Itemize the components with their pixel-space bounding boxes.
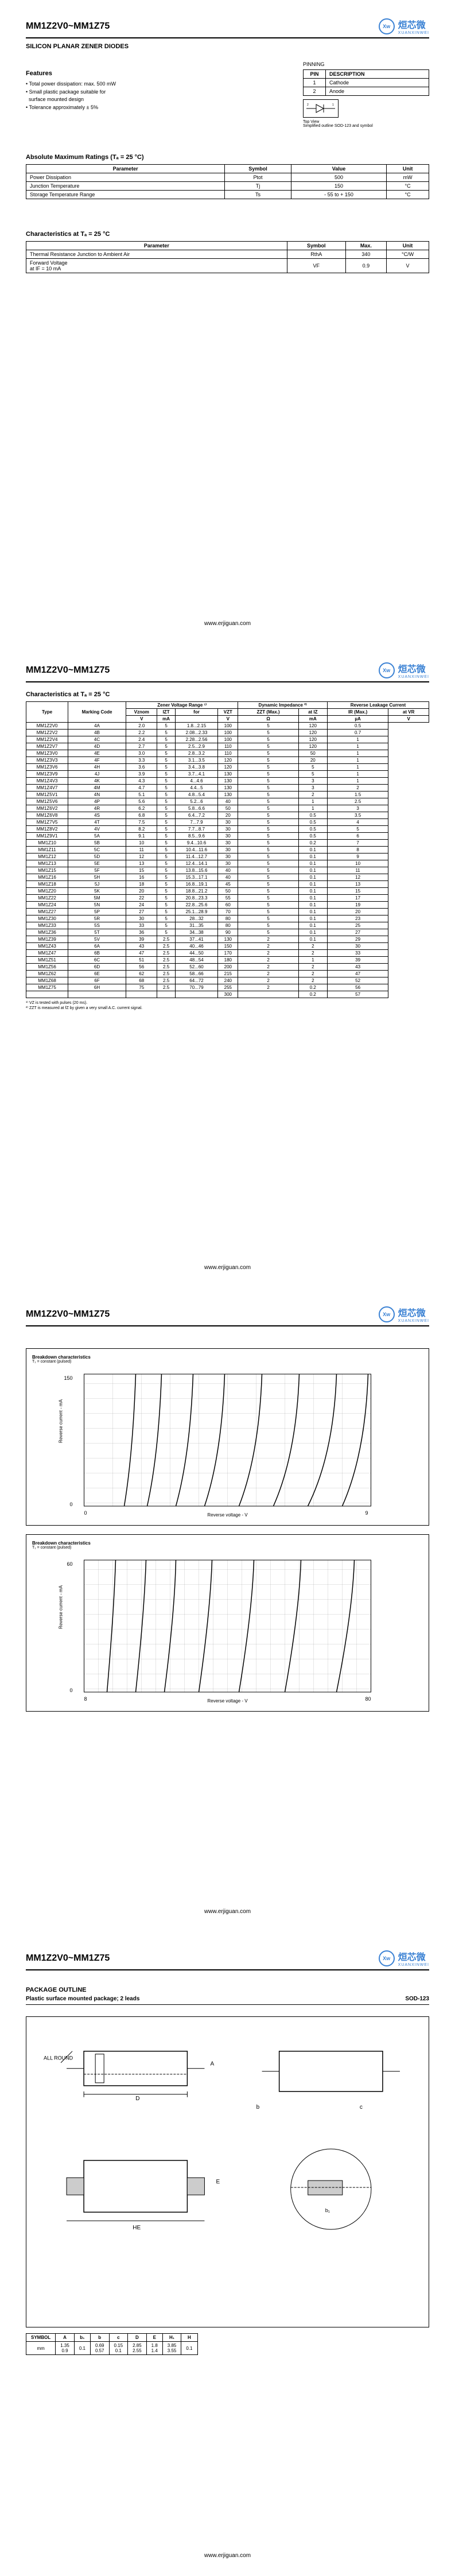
svg-text:Reverse voltage - V: Reverse voltage - V: [207, 1512, 248, 1518]
page-3: MM1Z2V0~MM1Z75 Xw 烜芯微 XUANXINWEI Breakdo…: [0, 1288, 455, 1932]
pkg-desc: Plastic surface mounted package; 2 leads: [26, 1996, 139, 2002]
pinning-table: PIN DESCRIPTION 1 Cathode 2 Anode: [303, 69, 429, 96]
package-outline-icon: ALL ROUND D A b c HE E b₁: [38, 2028, 417, 2315]
part-number: MM1Z2V0~MM1Z75: [26, 21, 110, 32]
svg-text:0: 0: [84, 1510, 87, 1516]
char-table-title: Characteristics at Tₐ = 25 °C: [26, 691, 429, 698]
characteristics-table: TypeMarking CodeZener Voltage Range ¹⁾Dy…: [26, 701, 429, 998]
logo-en: XUANXINWEI: [398, 31, 429, 35]
svg-text:HE: HE: [133, 2225, 141, 2231]
header: MM1Z2V0~MM1Z75 Xw 烜芯微 XUANXINWEI: [26, 661, 429, 682]
features-list: • Total power dissipation: max. 500 mW •…: [26, 80, 116, 111]
pkg-outline-title: PACKAGE OUTLINE: [26, 1987, 429, 1993]
abs-max-title: Absolute Maximum Ratings (Tₐ = 25 °C): [26, 154, 429, 161]
footer: www.erjiguan.com: [0, 620, 455, 627]
svg-text:80: 80: [365, 1696, 371, 1702]
svg-text:9: 9: [365, 1510, 368, 1516]
page-1: MM1Z2V0~MM1Z75 Xw 烜芯微 XUANXINWEI SILICON…: [0, 0, 455, 644]
chart-1: Breakdown characteristics T₁ = constant …: [26, 1348, 429, 1526]
logo-cn: 烜芯微: [398, 17, 429, 31]
char25-table: Parameter Symbol Max. Unit Thermal Resis…: [26, 241, 429, 273]
features-title: Features: [26, 70, 116, 77]
svg-text:150: 150: [64, 1375, 73, 1381]
header: MM1Z2V0~MM1Z75 Xw 烜芯微 XUANXINWEI: [26, 1949, 429, 1970]
svg-text:0: 0: [70, 1687, 73, 1693]
svg-text:0: 0: [70, 1502, 73, 1507]
svg-text:E: E: [216, 2179, 220, 2185]
breakdown-chart-2: 60 0 8 80 Reverse voltage - V Reverse cu…: [32, 1554, 423, 1704]
logo: Xw 烜芯微 XUANXINWEI: [379, 17, 429, 35]
svg-text:Reverse current - mA: Reverse current - mA: [59, 1399, 64, 1443]
page-4: MM1Z2V0~MM1Z75 Xw 烜芯微 XUANXINWEI PACKAGE…: [0, 1932, 455, 2576]
page-2: MM1Z2V0~MM1Z75 Xw 烜芯微 XUANXINWEI Charact…: [0, 644, 455, 1288]
chart-2: Breakdown characteristics T₁ = constant …: [26, 1534, 429, 1712]
dimensions-table: SYMBOLAb₁bcDEH₁Hmm1.35 0.90.10.69 0.570.…: [26, 2333, 198, 2355]
svg-text:8: 8: [84, 1696, 87, 1702]
svg-text:Reverse voltage - V: Reverse voltage - V: [207, 1698, 248, 1704]
table-notes: ¹⁾ VZ is tested with pulses (20 ms). ²⁾ …: [26, 1000, 429, 1011]
logo-icon: Xw: [379, 18, 395, 34]
svg-text:A: A: [210, 2061, 214, 2067]
pinning-block: PINNING PIN DESCRIPTION 1 Cathode 2 Anod…: [303, 61, 429, 128]
symbol-box: 2 1 Top View Simplified outline SOD-123 …: [303, 99, 429, 128]
char25-title: Characteristics at Tₐ = 25 °C: [26, 231, 429, 238]
header: MM1Z2V0~MM1Z75 Xw 烜芯微 XUANXINWEI: [26, 17, 429, 38]
svg-text:Reverse current - mA: Reverse current - mA: [59, 1585, 64, 1629]
svg-text:1: 1: [332, 103, 334, 107]
header: MM1Z2V0~MM1Z75 Xw 烜芯微 XUANXINWEI: [26, 1305, 429, 1326]
pkg-sod: SOD-123: [405, 1996, 429, 2002]
diode-symbol-icon: 2 1: [303, 99, 339, 118]
abs-max-table: Parameter Symbol Value Unit Power Dissip…: [26, 164, 429, 199]
svg-text:c: c: [360, 2104, 363, 2111]
svg-text:60: 60: [67, 1561, 73, 1567]
svg-text:b₁: b₁: [325, 2208, 330, 2213]
svg-text:D: D: [135, 2096, 139, 2102]
subtitle: SILICON PLANAR ZENER DIODES: [26, 43, 429, 50]
pinning-title: PINNING: [303, 61, 429, 67]
pkg-drawing: ALL ROUND D A b c HE E b₁: [26, 2016, 429, 2327]
svg-text:b: b: [256, 2104, 260, 2111]
breakdown-chart-1: 150 0 0 9 Reverse voltage - V Reverse cu…: [32, 1368, 423, 1518]
svg-text:2: 2: [307, 103, 309, 107]
features-block: Features • Total power dissipation: max.…: [26, 61, 116, 111]
svg-text:ALL ROUND: ALL ROUND: [44, 2055, 73, 2061]
